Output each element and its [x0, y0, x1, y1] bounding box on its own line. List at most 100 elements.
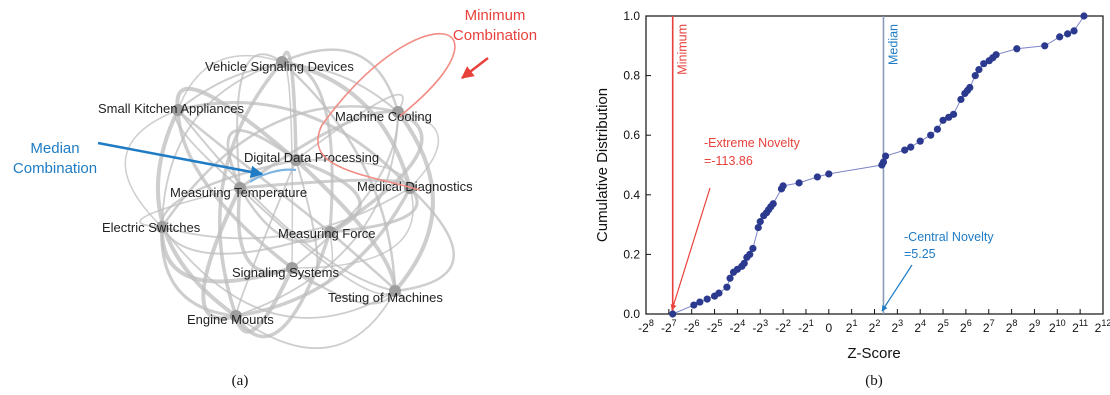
- extreme-novelty-arrow: [670, 187, 711, 311]
- cdf-point: [957, 95, 965, 104]
- x-tick-label: 22: [869, 318, 881, 335]
- network-node-digital: [290, 154, 302, 166]
- cdf-point: [1013, 45, 1021, 53]
- network-edge: [280, 60, 412, 190]
- network-edge: [295, 93, 404, 161]
- x-tick-label: -21: [798, 318, 814, 335]
- y-tick-label: 0.8: [623, 69, 640, 83]
- network-edge: [280, 60, 397, 293]
- network-edge: [234, 230, 332, 339]
- cdf-point: [754, 223, 762, 232]
- minimum-arrow: [461, 57, 489, 79]
- extreme-novelty-label-line2: =-113.86: [704, 154, 753, 168]
- cdf-point: [1064, 30, 1072, 38]
- network-edge: [161, 61, 283, 228]
- cdf-point: [756, 218, 764, 226]
- network-edge: [235, 290, 396, 349]
- x-tick-label: 23: [891, 318, 903, 335]
- cdf-point: [980, 60, 988, 68]
- network-edge: [139, 187, 241, 228]
- cdf-point: [1070, 27, 1078, 35]
- x-tick-label: -24: [730, 318, 746, 335]
- x-tick-label: 26: [960, 318, 972, 335]
- network-edge: [397, 111, 439, 189]
- network-edge: [160, 158, 298, 229]
- cdf-point: [933, 125, 942, 133]
- cdf-point: [795, 179, 803, 187]
- median-combination-label-line1: Median: [30, 140, 79, 157]
- cdf-point: [669, 310, 677, 318]
- cdf-point: [696, 298, 704, 306]
- network-diagram: Vehicle Signaling Devices Small Kitchen A…: [13, 7, 537, 389]
- network-edge: [280, 48, 400, 114]
- x-tick-label: 212: [1095, 318, 1110, 335]
- central-novelty-label-line2: =5.25: [904, 247, 936, 261]
- network-edge: [393, 186, 455, 293]
- reference-lines: Minimum Median: [671, 16, 900, 314]
- x-tick-label: -27: [661, 318, 677, 335]
- median-combination-label-line2: Combination: [13, 160, 97, 177]
- central-novelty-label-line1: -Central Novelty: [904, 230, 994, 244]
- network-edge: [177, 64, 399, 113]
- x-tick-label: 0: [825, 321, 832, 335]
- x-tick-label: 21: [846, 318, 858, 335]
- network-edge: [161, 187, 411, 240]
- cdf-point: [740, 259, 748, 267]
- network-edge: [155, 108, 238, 318]
- network-edge: [238, 186, 332, 244]
- node-label-engine: Engine Mounts: [187, 312, 274, 327]
- panel-a-caption: (a): [232, 373, 249, 389]
- network-node-vehicle: [276, 56, 288, 68]
- central-novelty-arrow: [881, 264, 913, 312]
- x-tick-label: 211: [1072, 318, 1088, 335]
- network-edge: [328, 110, 424, 234]
- y-tick-label: 1.0: [623, 9, 640, 23]
- minimum-reference-label: Minimum: [676, 24, 690, 75]
- y-tick-label: 0.2: [623, 247, 640, 261]
- cdf-point: [939, 116, 947, 124]
- network-edge: [226, 129, 298, 190]
- cdf-points: [669, 12, 1088, 318]
- cdf-point: [1041, 42, 1049, 50]
- cdf-point: [715, 289, 723, 297]
- network-edge: [177, 54, 283, 111]
- network-edge: [291, 231, 334, 287]
- x-tick-label: -26: [684, 318, 700, 335]
- network-node-kitchen: [172, 104, 184, 116]
- network-node-testing: [389, 285, 401, 297]
- cdf-point: [927, 131, 935, 139]
- minimum-combination-label-line2: Combination: [453, 27, 537, 44]
- network-edge: [175, 86, 298, 162]
- node-label-temp: Measuring Temperature: [170, 185, 307, 200]
- node-label-force: Measuring Force: [278, 226, 376, 241]
- cdf-point: [1056, 33, 1064, 41]
- network-node-signaling: [286, 262, 298, 274]
- network-nodes: Vehicle Signaling Devices Small Kitchen A…: [98, 56, 473, 327]
- x-tick-label: -25: [707, 318, 723, 335]
- x-tick-label: 25: [937, 318, 949, 335]
- x-axis: -28 -27 -26 -25 -24 -23 -22 -21 0 21 22 23 24 25 26 27 2…: [638, 309, 1110, 335]
- network-edge: [291, 187, 414, 269]
- cdf-point: [825, 170, 833, 178]
- network-edge: [177, 109, 396, 292]
- network-edge: [291, 267, 396, 305]
- median-reference-label: Median: [886, 24, 900, 65]
- node-label-cooling: Machine Cooling: [335, 109, 432, 124]
- node-label-signaling: Signaling Systems: [232, 265, 339, 280]
- x-tick-label: -22: [775, 318, 791, 335]
- extreme-novelty-label-line1: -Extreme Novelty: [704, 136, 801, 150]
- network-edge: [393, 110, 435, 293]
- network-edge: [238, 110, 400, 190]
- cdf-point: [769, 200, 777, 208]
- cdf-point: [901, 146, 909, 154]
- cdf-chart: 0.0 0.2 0.4 0.6 0.8 1.0 -28 -27 -26 -25 -24 -23 -22…: [594, 9, 1110, 389]
- cdf-point: [746, 250, 754, 258]
- network-edge: [124, 109, 179, 228]
- x-tick-label: -28: [638, 318, 654, 335]
- x-tick-label: 29: [1029, 318, 1041, 335]
- network-edge: [294, 158, 362, 234]
- panel-b-caption: (b): [865, 373, 883, 389]
- cdf-point: [723, 283, 731, 291]
- network-node-switches: [156, 221, 168, 233]
- network-edge: [295, 159, 411, 189]
